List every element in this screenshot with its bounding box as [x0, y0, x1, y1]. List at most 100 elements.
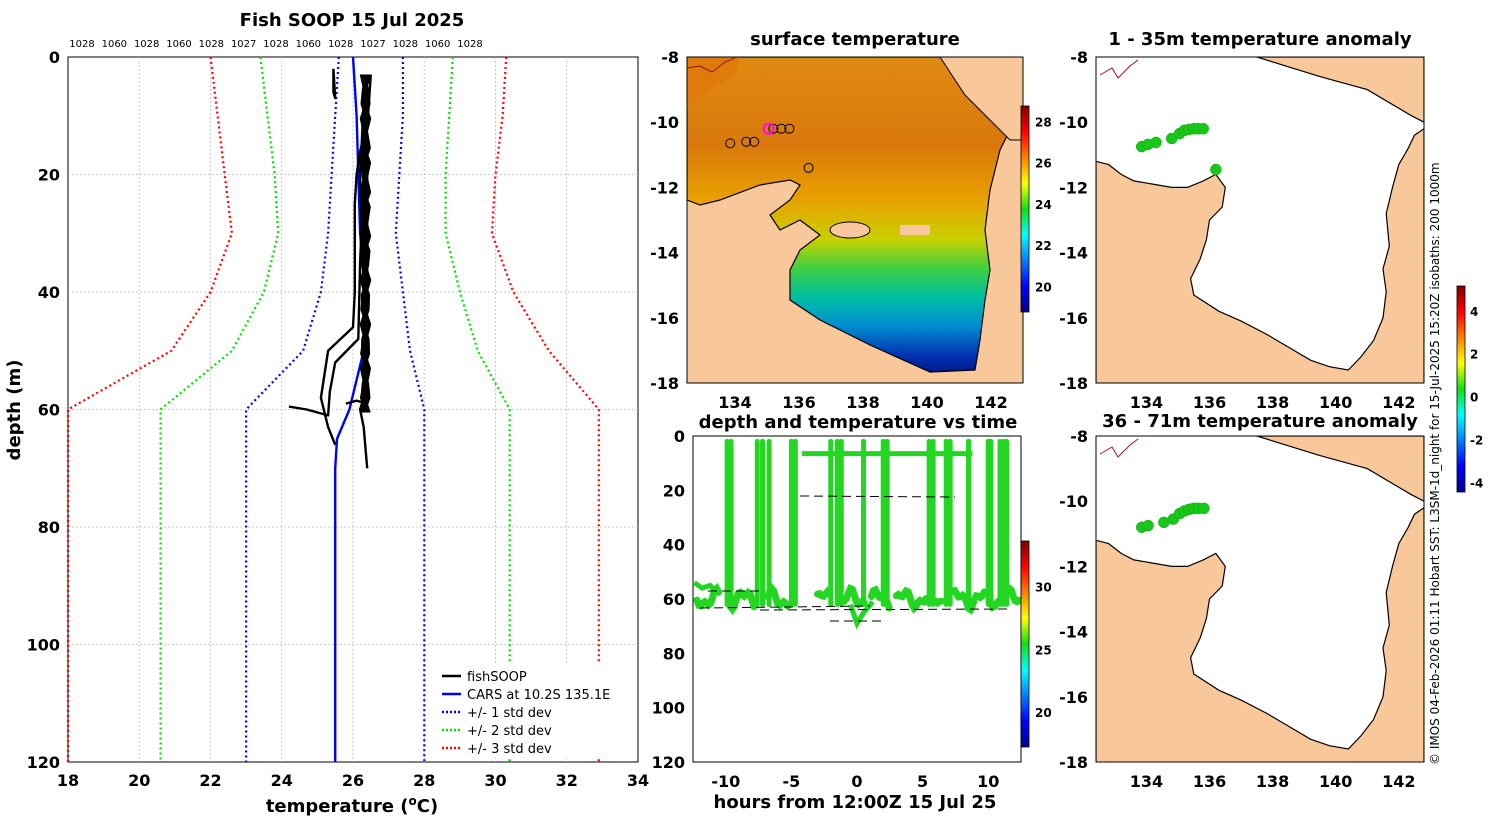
sst-ytick-label: -18 [650, 374, 679, 393]
anomaly1-xtick-label: 134 [1130, 393, 1163, 412]
anomaly2-xtick-label: 142 [1382, 772, 1415, 791]
profile-series-line [245, 56, 340, 762]
anomaly1-northern-land [1256, 57, 1424, 123]
sst-xtick-label: 136 [782, 393, 815, 412]
anomaly1-xtick-label: 142 [1382, 393, 1415, 412]
timeseries-dip [848, 600, 875, 630]
timeseries-deep-segment [932, 597, 946, 608]
anomaly-map-shallow: 1 - 35m temperature anomaly 134 136 138 140… [1059, 29, 1425, 412]
profile-ytick-label: 80 [38, 518, 60, 537]
anomaly1-xtick-label: 136 [1193, 393, 1226, 412]
anomaly2-anomaly-point [1198, 502, 1210, 515]
anomaly2-xtick-label: 138 [1256, 772, 1289, 791]
timeseries-xlabel: hours from 12:00Z 15 Jul 25 [714, 792, 997, 813]
profile-top-label: 1028 [134, 39, 159, 50]
sst-xtick-label: 142 [974, 393, 1007, 412]
profile-top-label: 1027 [360, 39, 385, 50]
sst-cape-york [939, 57, 1023, 141]
profile-ylabel: depth (m) [4, 360, 25, 461]
profile-series-line [332, 68, 337, 100]
sst-track-marker [749, 136, 760, 147]
anomaly1-xtick-label: 140 [1319, 393, 1352, 412]
timeseries-deep-segment [814, 586, 833, 601]
anomaly2-ytick-label: -18 [1059, 753, 1088, 772]
profile-xtick-label: 30 [484, 771, 506, 790]
profile-top-label: 1028 [69, 39, 94, 50]
anomaly-colorbar-tick: 4 [1470, 305, 1478, 319]
profile-ytick-label: 20 [38, 166, 60, 185]
profile-series-line [159, 56, 280, 762]
anomaly1-ytick-label: -16 [1059, 309, 1088, 328]
anomaly-colorbar-tick: -2 [1470, 434, 1483, 448]
profile-xtick-label: 26 [342, 771, 364, 790]
timeseries-deep-segment [724, 587, 758, 616]
sst-xtick-label: 140 [910, 393, 943, 412]
anomaly-colorbar-tick: -4 [1470, 476, 1483, 490]
timeseries-ytick-label: 60 [663, 590, 685, 609]
profile-xlabel: temperature (oC) [266, 794, 438, 817]
timeseries-xtick-label: -5 [783, 772, 801, 791]
sst-island [829, 221, 871, 239]
sst-ytick-label: -14 [650, 244, 679, 263]
timeseries-ytick-label: 20 [663, 481, 685, 500]
profile-top-label: 1028 [328, 39, 353, 50]
legend-label: +/- 1 std dev [467, 706, 552, 721]
timeseries-xtick-label: 5 [917, 772, 928, 791]
timeseries-title: depth and temperature vs time [699, 412, 1018, 433]
anomaly1-anomaly-point [1210, 163, 1222, 176]
timeseries-ytick-label: 100 [652, 699, 685, 718]
anomaly2-ytick-label: -12 [1059, 557, 1088, 576]
anomaly-colorbar [1456, 285, 1466, 493]
sst-colorbar-tick: 24 [1035, 198, 1052, 212]
profile-plot: 18 20 22 24 26 28 30 32 34 0 20 40 60 80 100 120 1028 1… [4, 10, 649, 817]
profile-series-fishsoop-trace [362, 74, 371, 413]
timeseries-ytick-label: 80 [663, 644, 685, 663]
sst-track-marker [776, 123, 787, 134]
legend-label: +/- 3 std dev [467, 742, 552, 757]
anomaly1-axes-frame [1095, 56, 1425, 384]
sst-track-marker [725, 138, 736, 149]
sst-current-position-marker [762, 122, 775, 135]
sst-northwest-patch [687, 57, 740, 110]
timeseries-deep-segment [949, 586, 988, 615]
sst-ytick-label: -16 [650, 309, 679, 328]
timeseries-ytick-label: 40 [663, 536, 685, 555]
anomaly1-ytick-label: -18 [1059, 374, 1088, 393]
timeseries-start-segment [692, 580, 720, 596]
anomaly-colorbar-tick: 2 [1470, 348, 1478, 362]
profile-xtick-label: 18 [57, 771, 79, 790]
anomaly1-isobath [1099, 59, 1139, 79]
profile-ytick-label: 60 [38, 401, 60, 420]
profile-top-label: 1060 [102, 39, 127, 50]
profile-ytick-label: 120 [27, 753, 60, 772]
timeseries-xtick-label: -10 [711, 772, 740, 791]
profile-ytick-label: 40 [38, 283, 60, 302]
anomaly2-title: 36 - 71m temperature anomaly [1102, 411, 1418, 432]
anomaly1-ytick-label: -10 [1059, 113, 1088, 132]
timeseries-colorbar-tick: 30 [1035, 580, 1052, 594]
timeseries-colorbar-tick: 20 [1035, 706, 1052, 720]
profile-legend: fishSOOP CARS at 10.2S 135.1E +/- 1 std de… [436, 664, 630, 758]
anomaly1-ytick-label: -8 [1070, 48, 1088, 67]
anomaly2-xtick-label: 136 [1193, 772, 1226, 791]
legend-label: CARS at 10.2S 135.1E [467, 688, 610, 703]
anomaly2-northern-land [1256, 436, 1424, 502]
profile-top-label: 1060 [425, 39, 450, 50]
timeseries-ytick-label: 120 [652, 753, 685, 772]
profile-xtick-label: 20 [128, 771, 150, 790]
profile-series-line [394, 57, 426, 762]
sst-track-marker [768, 123, 779, 134]
profile-xtick-label: 34 [627, 771, 649, 790]
anomaly1-ytick-label: -14 [1059, 244, 1088, 263]
anomaly1-anomaly-point [1197, 122, 1209, 135]
profile-top-label: 1028 [393, 39, 418, 50]
timeseries-plot: -10 -5 0 5 10 0 20 40 60 80 100 120 depth and temp… [652, 412, 1052, 813]
sst-water-field [687, 57, 1016, 373]
anomaly2-xtick-label: 140 [1319, 772, 1352, 791]
sst-ytick-label: -12 [650, 178, 679, 197]
anomaly2-axes-frame [1095, 435, 1425, 763]
profile-top-label: 1028 [457, 39, 482, 50]
profile-xtick-label: 24 [271, 771, 293, 790]
sst-colorbar [1020, 105, 1030, 313]
